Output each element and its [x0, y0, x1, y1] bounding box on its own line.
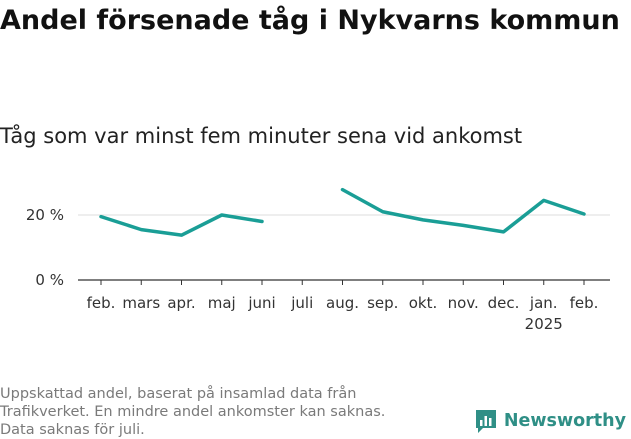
x-tick-label: nov.: [448, 294, 479, 312]
x-tick-label: feb.: [87, 294, 116, 312]
x-tick-label: apr.: [167, 294, 195, 312]
y-axis-ticks: 0 % 20 %: [26, 206, 64, 289]
x-tick-label: juni: [247, 294, 275, 312]
x-tick-label: jan.: [529, 294, 558, 312]
x-tick-sublabel: 2025: [525, 315, 563, 333]
x-axis-ticks: feb. mars apr. maj juni juli aug. sep. okt. nov. d…: [87, 280, 599, 333]
chart-subtitle: Tåg som var minst fem minuter sena vid a…: [0, 124, 523, 148]
series-line-segment: [340, 187, 586, 234]
x-tick-label: maj: [208, 294, 236, 312]
series-lines: [99, 187, 586, 237]
x-tick-label: okt.: [409, 294, 438, 312]
y-tick-label: 20 %: [26, 206, 64, 224]
footnote-line: Uppskattad andel, baserat på insamlad da…: [0, 386, 357, 402]
chart-title: Andel försenade tåg i Nykvarns kommun: [0, 5, 620, 36]
series-line-segment: [99, 213, 264, 237]
x-tick-label: sep.: [367, 294, 398, 312]
footnote-line: Data saknas för juli.: [0, 422, 145, 438]
newsworthy-logo: Newsworthy: [474, 408, 626, 434]
logo-text: Newsworthy: [503, 411, 626, 431]
footnote-line: Trafikverket. En mindre andel ankomster …: [0, 404, 386, 420]
x-tick-label: juli: [290, 294, 313, 312]
bar-chart-logo-icon: [475, 410, 496, 433]
x-tick-label: mars: [122, 294, 160, 312]
y-tick-label: 0 %: [35, 271, 64, 289]
footnote: Uppskattad andel, baserat på insamlad da…: [0, 385, 440, 439]
x-tick-label: aug.: [326, 294, 359, 312]
x-tick-label: feb.: [570, 294, 599, 312]
x-tick-label: dec.: [488, 294, 520, 312]
line-chart: 0 % 20 % feb. mars apr. maj juni juli aug. sep. o…: [26, 187, 610, 333]
